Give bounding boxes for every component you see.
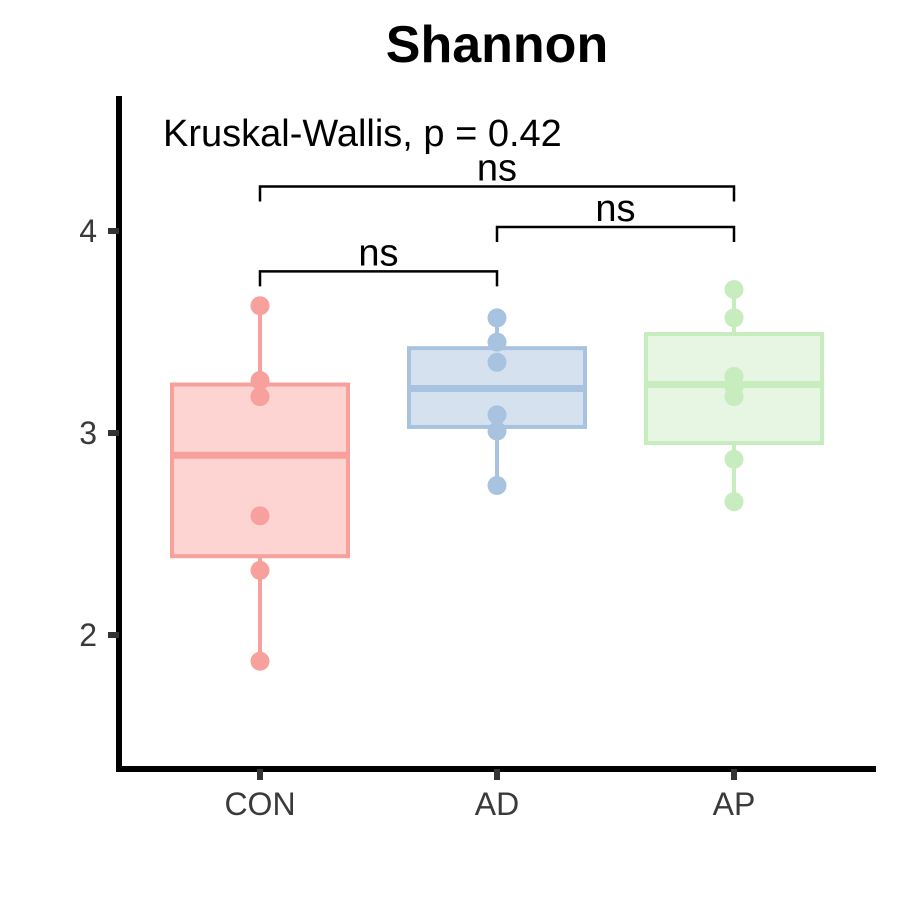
data-point bbox=[487, 308, 507, 328]
significance-label: ns bbox=[477, 148, 517, 190]
box-group-con bbox=[170, 296, 350, 671]
data-point bbox=[724, 492, 744, 512]
data-point bbox=[250, 387, 270, 407]
box-group-ad bbox=[407, 308, 587, 496]
significance-label: ns bbox=[595, 188, 635, 230]
data-point bbox=[724, 308, 744, 328]
bracket-line bbox=[258, 185, 736, 202]
data-point bbox=[250, 560, 270, 580]
data-point bbox=[724, 280, 744, 300]
data-point bbox=[724, 387, 744, 407]
data-point bbox=[250, 370, 270, 390]
data-point bbox=[724, 449, 744, 469]
x-tick-label: AD bbox=[475, 786, 519, 822]
y-tick-label: 4 bbox=[79, 213, 97, 249]
comparison-bracket: ns bbox=[258, 232, 499, 287]
data-point bbox=[487, 476, 507, 496]
data-point bbox=[487, 352, 507, 372]
box bbox=[170, 382, 350, 559]
data-point bbox=[487, 421, 507, 441]
x-tick-label: AP bbox=[713, 786, 756, 822]
data-point bbox=[250, 506, 270, 526]
plot-area: 2 3 4 CON AD AP ns ns ns bbox=[79, 96, 876, 822]
y-tick-label: 2 bbox=[79, 617, 97, 653]
bracket-line bbox=[258, 270, 499, 287]
comparison-bracket: ns bbox=[495, 188, 736, 242]
significance-label: ns bbox=[358, 232, 398, 274]
data-point bbox=[487, 332, 507, 352]
box-group-ap bbox=[644, 280, 824, 512]
x-tick-label: CON bbox=[224, 786, 295, 822]
bracket-line bbox=[495, 225, 736, 242]
data-point bbox=[487, 405, 507, 425]
data-point bbox=[250, 296, 270, 316]
chart-title: Shannon bbox=[386, 16, 608, 74]
comparison-bracket: ns bbox=[258, 148, 736, 202]
y-tick-label: 3 bbox=[79, 415, 97, 451]
data-point bbox=[250, 651, 270, 671]
kruskal-wallis-label: Kruskal-Wallis, p = 0.42 bbox=[163, 113, 562, 155]
